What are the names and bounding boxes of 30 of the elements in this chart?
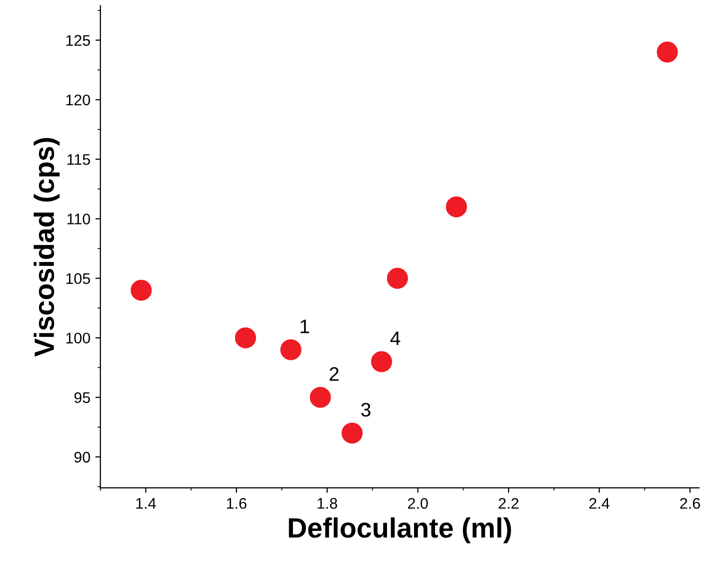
x-axis-title: Defloculante (ml): [288, 517, 512, 544]
y-tick-label: 105: [66, 273, 90, 284]
point: [656, 42, 678, 63]
y-tick-label: 100: [66, 332, 90, 344]
x-tick-label: 2.0: [408, 498, 428, 509]
x-tick-label: 2.4: [589, 498, 610, 509]
annotation: 2: [330, 367, 339, 381]
point: [386, 268, 408, 289]
y-tick-label: 90: [74, 452, 90, 463]
point: [342, 422, 363, 444]
point: [280, 339, 302, 360]
point: [130, 280, 152, 301]
point: [371, 351, 392, 372]
x-tick-label: 2.2: [498, 498, 518, 509]
annotation: 3: [361, 402, 370, 417]
annotation: 1: [300, 320, 310, 334]
y-tick-label: 110: [67, 214, 90, 224]
x-tick-label: 2.6: [680, 498, 700, 509]
x-tick-label: 1.6: [226, 498, 246, 509]
point: [235, 327, 256, 348]
point: [310, 386, 331, 408]
point: [446, 196, 467, 218]
x-tick-label: 1.4: [136, 498, 156, 509]
x-tick-label: 1.8: [318, 498, 338, 509]
y-tick-label: 115: [67, 154, 90, 165]
y-tick-label: 120: [66, 94, 90, 106]
y-tick-label: 125: [66, 35, 90, 46]
annotation: 4: [390, 332, 400, 345]
y-axis-title: Viscosidad (cps): [34, 138, 60, 357]
y-tick-label: 95: [74, 392, 90, 404]
